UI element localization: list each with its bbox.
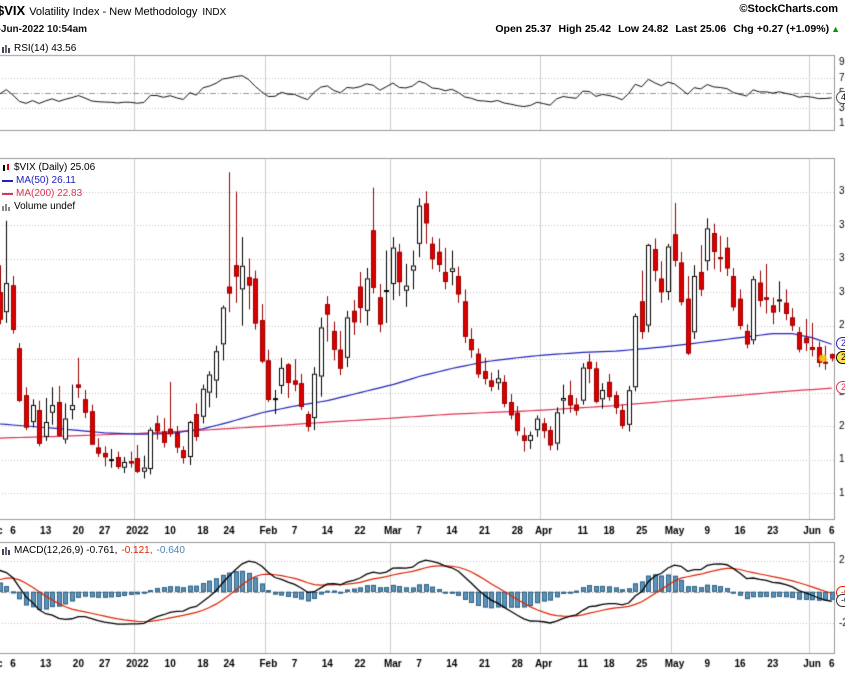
chart-header: $VIX Volatility Index - New Methodology IN… [0, 2, 226, 20]
chart-title: Volatility Index - New Methodology [29, 6, 198, 18]
high-label: High [558, 23, 582, 35]
ma200-legend-label: MA(200) 22.83 [16, 188, 83, 199]
ma50-value-badge: 26.11 [836, 337, 845, 350]
candlestick-icon [3, 164, 9, 171]
macd-value-badge: -0.761 [836, 594, 845, 607]
high-value: 25.42 [584, 23, 612, 35]
ma50-swatch [2, 179, 13, 182]
rsi-legend: RSI(14) 43.56 [2, 42, 76, 55]
up-arrow-icon: ▲ [831, 24, 840, 34]
volume-icon [2, 204, 10, 211]
low-value: 24.82 [642, 23, 669, 35]
rsi-value-badge: 43.56 [836, 91, 845, 104]
volume-legend-label: Volume undef [14, 201, 76, 212]
macd-indicator-icon [2, 547, 10, 555]
ma200-value-badge: 22.83 [836, 381, 845, 394]
chg-label: Chg [733, 23, 754, 35]
low-label: Low [618, 23, 640, 35]
ma50-legend-label: MA(50) 26.11 [16, 175, 76, 186]
last-price-badge: 25.06 [836, 351, 845, 364]
exchange-label: INDX [202, 7, 227, 18]
symbol-legend-label: $VIX (Daily) 25.06 [14, 162, 96, 173]
last-value: 25.06 [699, 23, 727, 35]
open-value: 25.37 [525, 23, 552, 35]
rsi-indicator-icon [2, 45, 10, 53]
macd-hist-value: -0.640 [156, 545, 185, 556]
last-label: Last [675, 23, 697, 35]
chart-datetime: 6-Jun-2022 10:54am [0, 24, 88, 35]
macd-label: MACD(12,26,9) -0.761, [14, 545, 118, 556]
open-label: Open [495, 23, 523, 35]
macd-signal-value: -0.121, [121, 545, 153, 556]
rsi-label: RSI(14) 43.56 [14, 43, 77, 54]
stockcharts-watermark: ©StockCharts.com [739, 3, 838, 15]
ma200-swatch [2, 192, 13, 195]
macd-legend: MACD(12,26,9) -0.761, -0.121, -0.640 [2, 544, 185, 557]
quote-summary: Open 25.37 High 25.42 Low 24.82 Last 25.06 Chg +0… [488, 23, 840, 35]
chg-value: +0.27 (+1.09%) [756, 23, 830, 35]
main-legend: $VIX (Daily) 25.06 MA(50) 26.11 MA(200) … [2, 161, 95, 213]
symbol: $VIX [0, 3, 26, 18]
